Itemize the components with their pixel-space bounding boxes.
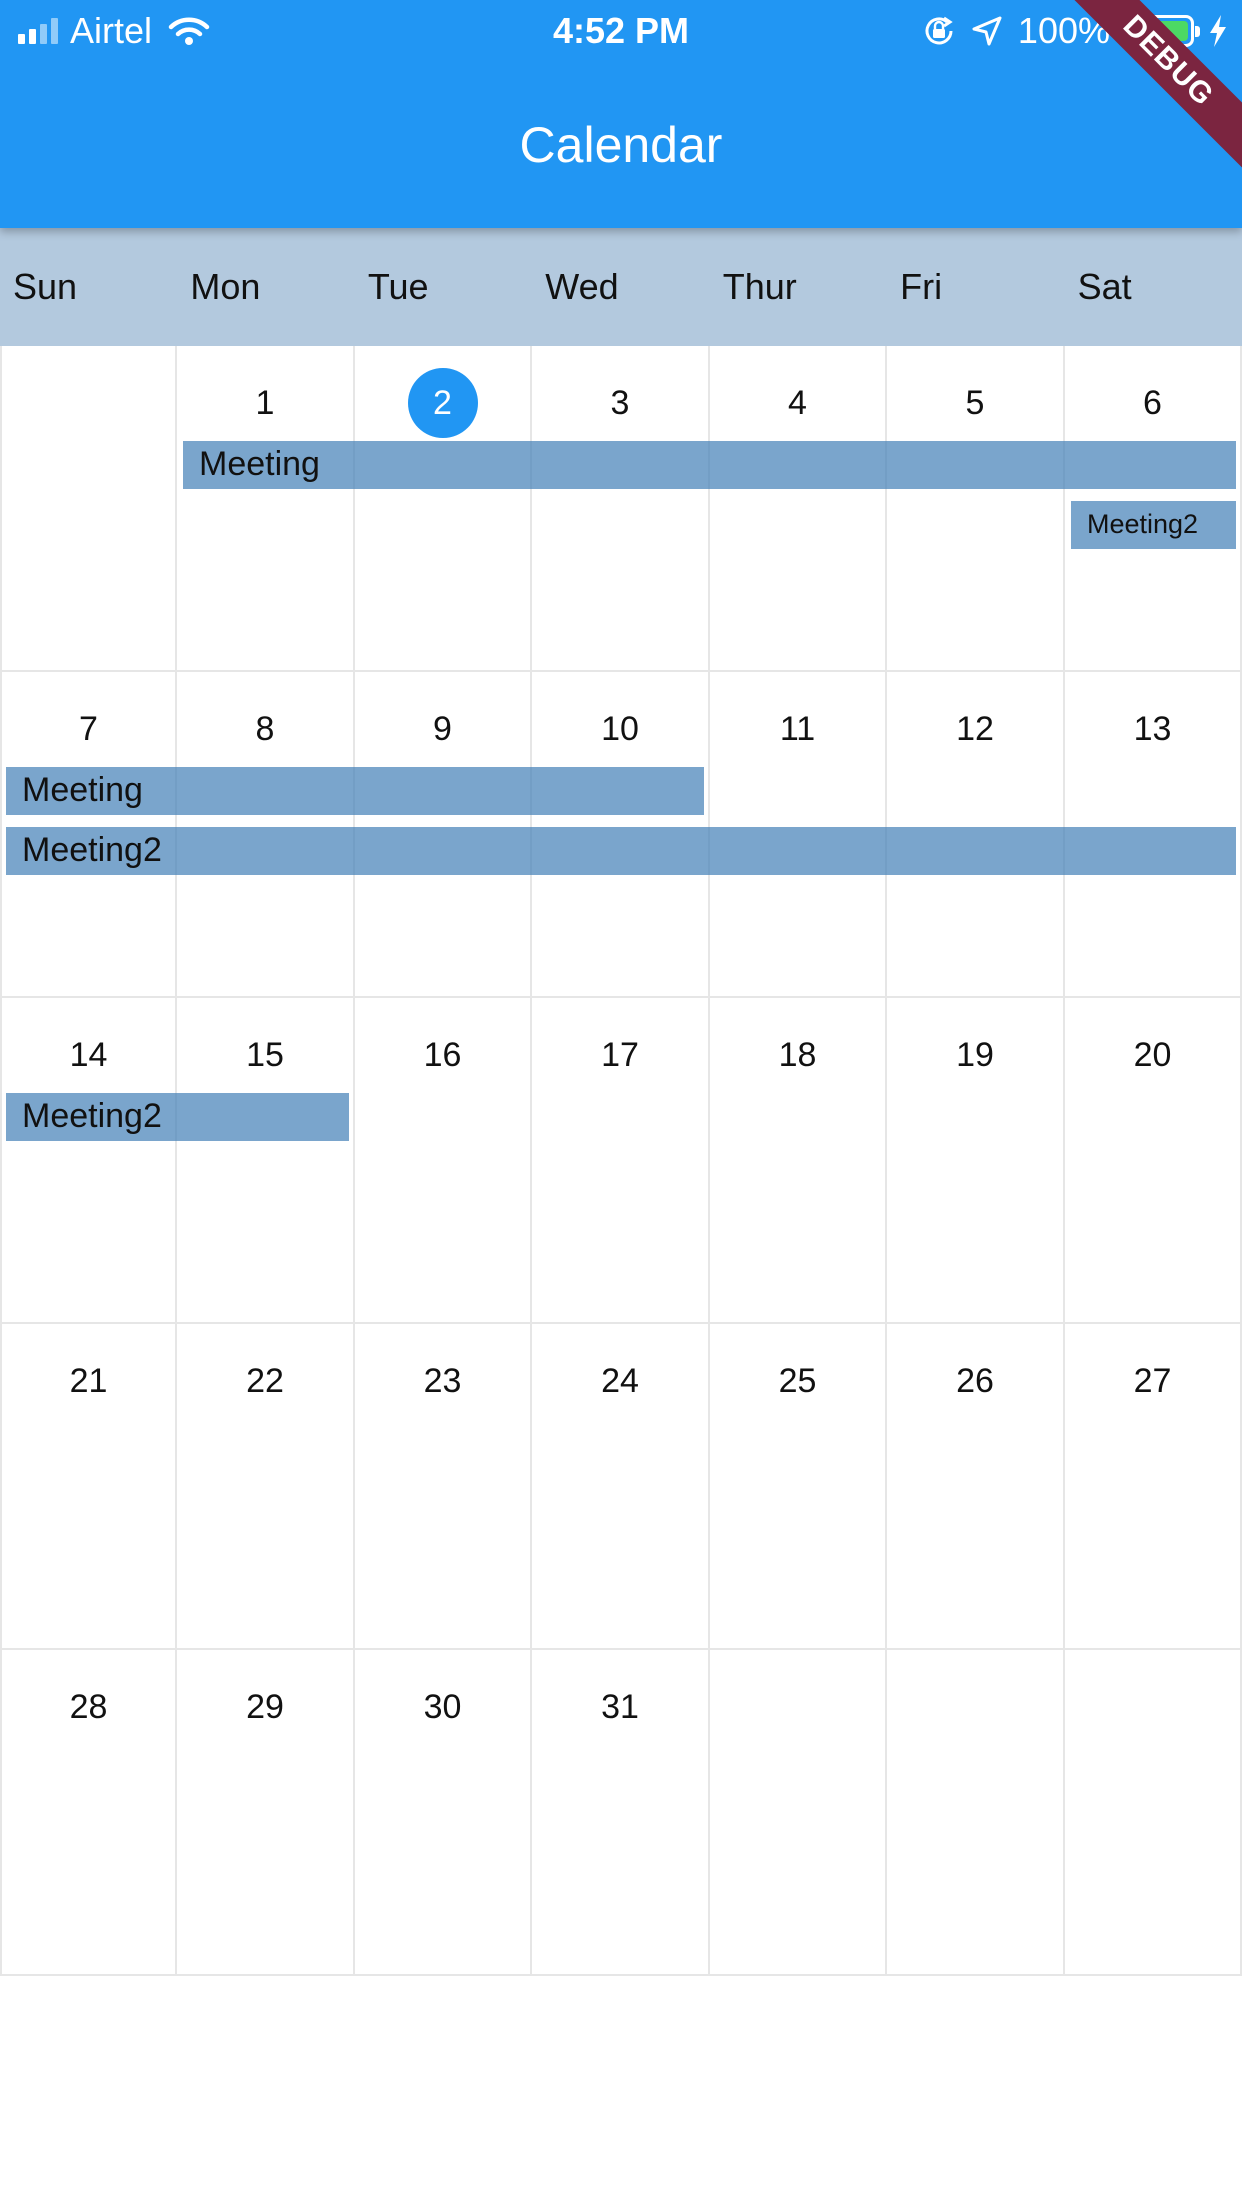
day-number: 15 [246,1036,284,1074]
today-indicator [407,368,478,438]
event-title: Meeting2 [22,831,162,869]
day-cell-23[interactable]: 23 [355,1324,532,1650]
day-cell-21[interactable]: 21 [0,1324,177,1650]
day-number: 25 [778,1362,817,1400]
rotation-lock-icon [925,16,953,45]
day-cell-5[interactable]: 5 [887,346,1065,672]
day-number: 2 [433,384,452,422]
empty-day-cell [710,1650,887,1976]
day-number: 12 [956,710,994,748]
weekday-header: Sun Mon Tue Wed Thur Fri Sat [0,228,1242,346]
day-number: 19 [956,1036,994,1074]
day-cell-19[interactable]: 19 [887,998,1065,1324]
day-cell-15[interactable]: 15 [177,998,355,1324]
event-title: Meeting [199,445,320,483]
empty-day-cell [0,346,177,672]
day-number: 9 [433,710,452,748]
day-number: 21 [69,1362,108,1400]
day-number: 29 [246,1688,284,1726]
day-number: 14 [69,1036,108,1074]
day-number: 28 [69,1688,108,1726]
day-cell-26[interactable]: 26 [887,1324,1065,1650]
day-cell-22[interactable]: 22 [177,1324,355,1650]
event-bar[interactable]: Meeting2 [6,1093,349,1141]
app-bar: Airtel 4:52 PM 100% [0,0,1242,228]
day-number: 22 [246,1362,284,1400]
event-title: Meeting2 [1087,509,1199,539]
charging-bolt-icon [1210,15,1226,47]
day-number: 20 [1133,1036,1172,1074]
wifi-icon [168,17,210,45]
status-bar: Airtel 4:52 PM 100% [0,0,1242,62]
day-number: 31 [601,1688,639,1726]
day-number: 10 [601,710,639,748]
day-cell-6[interactable]: 6 [1065,346,1242,672]
day-cell-28[interactable]: 28 [0,1650,177,1976]
day-number: 4 [788,384,807,422]
day-cell-2[interactable]: 2 [355,346,532,672]
day-number: 26 [956,1362,994,1400]
event-bar[interactable]: Meeting2 [1071,501,1236,549]
day-number: 1 [255,384,275,422]
signal-icon [18,18,58,44]
page-title: Calendar [519,117,723,173]
weekday-thur: Thur [722,266,797,307]
day-number: 3 [610,384,630,422]
event-bar[interactable]: Meeting2 [6,827,1236,875]
day-cell-17[interactable]: 17 [532,998,710,1324]
day-cell-25[interactable]: 25 [710,1324,887,1650]
day-number: 13 [1133,710,1172,748]
day-number: 5 [965,384,985,422]
location-icon [972,16,1002,46]
weekday-tue: Tue [367,266,429,307]
day-cell-4[interactable]: 4 [710,346,887,672]
day-cell-30[interactable]: 30 [355,1650,532,1976]
day-number: 30 [423,1688,462,1726]
day-number: 17 [601,1036,639,1074]
day-cell-14[interactable]: 14 [0,998,177,1324]
day-cell-13[interactable]: 13 [1065,672,1242,998]
day-cell-31[interactable]: 31 [532,1650,710,1976]
day-cell-24[interactable]: 24 [532,1324,710,1650]
empty-day-cell [887,1650,1065,1976]
day-number: 16 [423,1036,462,1074]
weekday-mon: Mon [190,266,261,307]
day-number: 23 [423,1362,462,1400]
day-number: 18 [778,1036,817,1074]
day-cell-18[interactable]: 18 [710,998,887,1324]
day-number: 7 [79,710,98,748]
day-cell-3[interactable]: 3 [532,346,710,672]
weekday-fri: Fri [900,266,943,307]
day-cell-29[interactable]: 29 [177,1650,355,1976]
empty-day-cell [1065,1650,1242,1976]
day-number: 8 [255,710,275,748]
event-title: Meeting [22,771,143,809]
event-bar[interactable]: Meeting [183,441,1236,489]
event-bar[interactable]: Meeting [6,767,704,815]
day-number: 27 [1133,1362,1172,1400]
weekday-sat: Sat [1077,266,1132,307]
day-cell-16[interactable]: 16 [355,998,532,1324]
status-left: Airtel [18,10,210,52]
day-cell-1[interactable]: 1 [177,346,355,672]
month-grid: 1 2 3 4 5 6 7 8 9 10 11 12 13 14 15 16 17 18 19 20 21 22 23 24 2… [0,346,1242,1976]
weekday-wed: Wed [545,266,619,307]
day-cell-20[interactable]: 20 [1065,998,1242,1324]
day-number: 24 [601,1362,639,1400]
event-title: Meeting2 [22,1097,162,1135]
day-number: 6 [1143,384,1162,422]
carrier-name: Airtel [70,10,153,51]
status-time: 4:52 PM [552,10,690,51]
weekday-sun: Sun [13,266,78,307]
day-cell-27[interactable]: 27 [1065,1324,1242,1650]
day-number: 11 [779,710,816,748]
